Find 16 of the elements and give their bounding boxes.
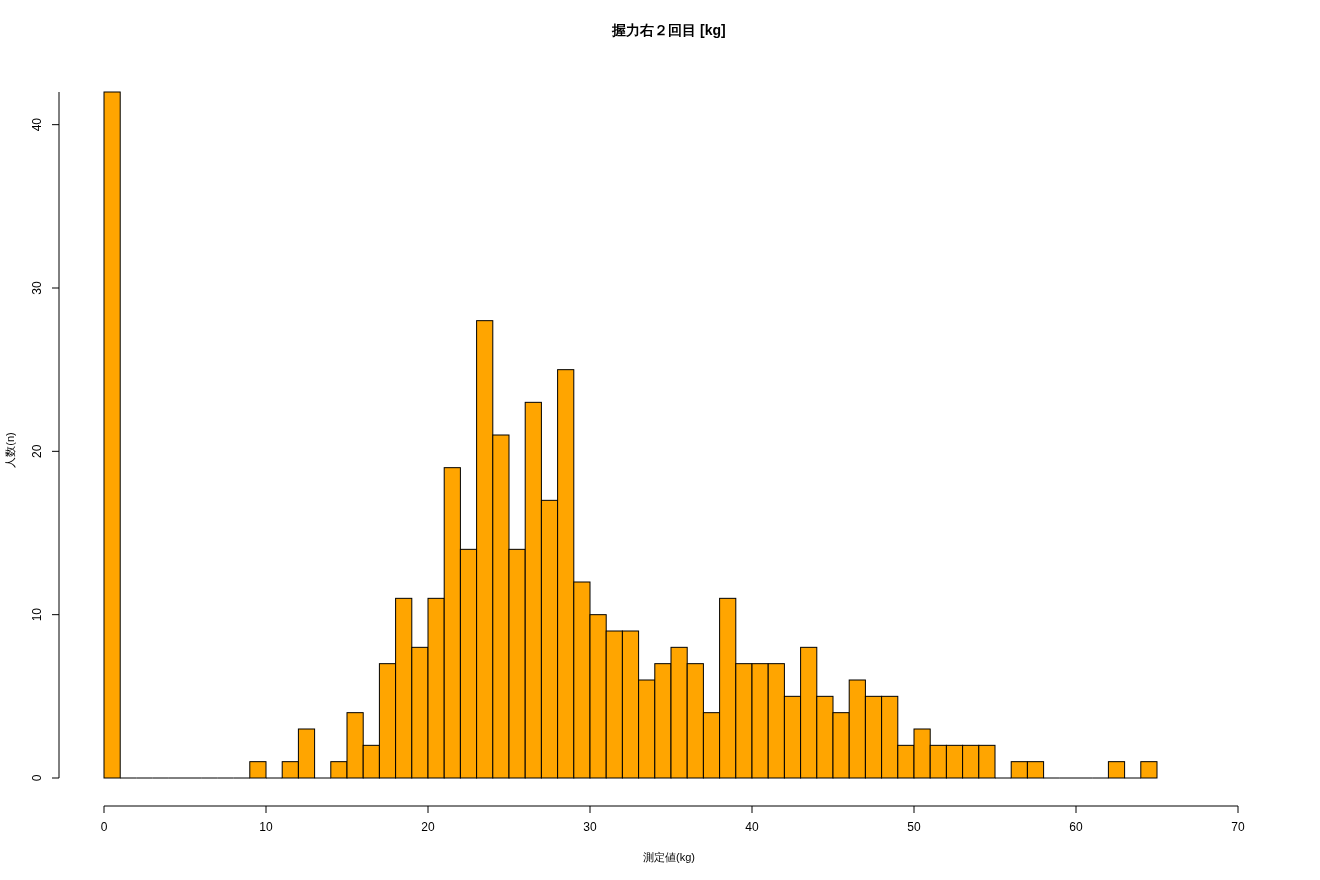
y-tick-label: 0 xyxy=(30,774,44,782)
y-tick-label: 20 xyxy=(30,444,44,459)
y-tick-label: 10 xyxy=(30,607,44,622)
y-tick-label: 30 xyxy=(30,281,44,295)
x-tick-label: 0 xyxy=(100,820,108,834)
x-tick-label: 20 xyxy=(421,820,435,834)
x-axis-title: 測定値(kg) xyxy=(643,851,695,863)
x-tick-label: 50 xyxy=(907,820,921,834)
y-tick-label: 40 xyxy=(30,117,44,132)
x-tick-label: 40 xyxy=(745,820,759,834)
y-axis-title: 人数(n) xyxy=(4,432,16,468)
x-tick-label: 10 xyxy=(259,820,273,834)
x-tick-label: 30 xyxy=(583,820,597,834)
x-tick-label: 60 xyxy=(1069,820,1083,834)
chart-title: 握力右２回目 [kg] xyxy=(611,22,726,38)
x-tick-label: 70 xyxy=(1231,820,1245,834)
